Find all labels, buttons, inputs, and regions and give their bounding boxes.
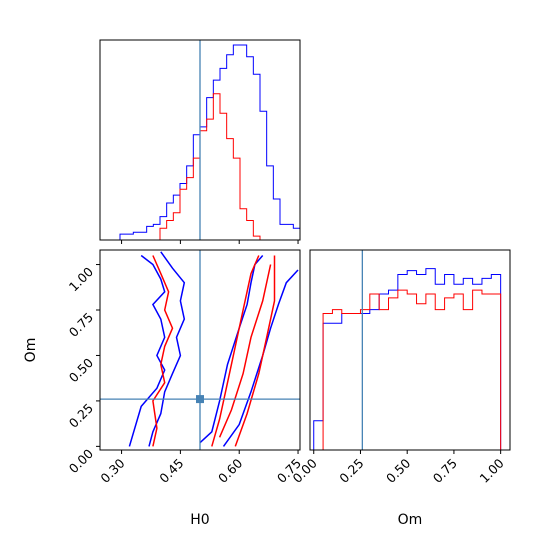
x-tick-label-hist-Om-2: 0.50 [383,455,413,485]
hist-H0-frame [99,39,301,241]
contour-frame [99,249,301,451]
y-tick-label-2: 0.50 [66,355,96,385]
y-tick-label-0: 0.00 [66,446,96,476]
x-axis-label-Om: Om [398,512,423,528]
x-tick-label-hist-Om-1: 0.25 [336,456,366,486]
contour-line-4 [152,255,174,447]
y-axis-label-Om: Om [23,338,39,363]
x-tick-label-contour-H0-Om-0: 0.30 [97,455,127,485]
contour-lines [100,250,300,450]
x-tick-label-hist-Om-3: 0.75 [430,456,460,486]
y-tick-label-1: 0.25 [66,400,96,430]
hist-Om-frame [309,249,511,451]
contour-line-7 [234,255,276,447]
contour-line-2 [199,255,264,444]
contour-line-6 [218,264,272,438]
x-tick-label-contour-H0-Om-1: 0.45 [156,456,186,486]
x-tick-label-contour-H0-Om-2: 0.60 [215,455,245,485]
x-tick-label-hist-Om-4: 1.00 [476,455,506,485]
hist-H0-panel [99,39,301,244]
contour-line-0 [128,254,166,447]
hist-Om-panel: 0.00 0.25 0.50 0.75 1.00 Om [290,249,511,528]
contour-line-3 [222,269,299,447]
contour-line-1 [148,251,186,447]
hist-Om-series-1 [313,289,502,451]
y-tick-label-3: 0.75 [66,310,96,340]
truth-marker [196,395,204,404]
x-axis-label-H0: H0 [190,512,209,528]
contour-line-5 [211,255,260,447]
contour-panel: 0.30 0.45 0.60 0.750.000.250.500.751.00 H0 … [23,249,304,528]
y-tick-label-4: 1.00 [66,264,96,294]
